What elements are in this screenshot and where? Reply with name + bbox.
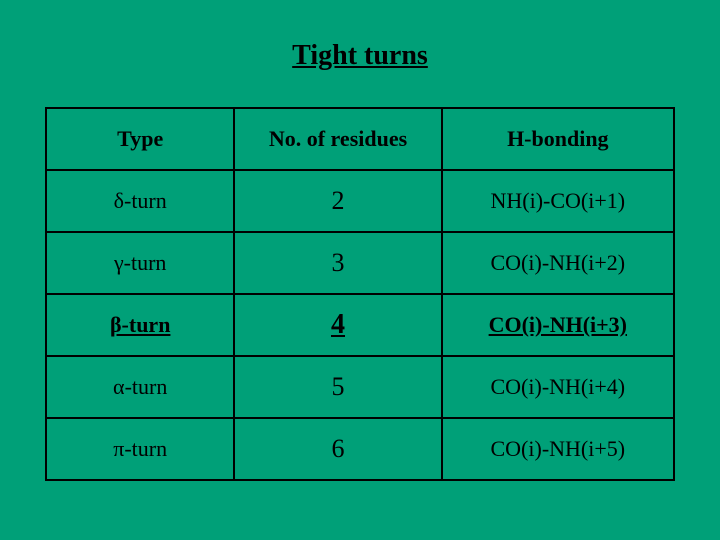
- cell-type: δ-turn: [46, 170, 234, 232]
- col-header-type: Type: [46, 108, 234, 170]
- cell-hbond: CO(i)-NH(i+2): [442, 232, 674, 294]
- table-row-emphasis: β-turn 4 CO(i)-NH(i+3): [46, 294, 674, 356]
- slide-title: Tight turns: [45, 40, 675, 72]
- table-row: α-turn 5 CO(i)-NH(i+4): [46, 356, 674, 418]
- table-header-row: Type No. of residues H-bonding: [46, 108, 674, 170]
- cell-type: α-turn: [46, 356, 234, 418]
- cell-residues: 2: [234, 170, 441, 232]
- cell-hbond: NH(i)-CO(i+1): [442, 170, 674, 232]
- cell-hbond: CO(i)-NH(i+5): [442, 418, 674, 480]
- table-row: π-turn 6 CO(i)-NH(i+5): [46, 418, 674, 480]
- cell-type: β-turn: [46, 294, 234, 356]
- cell-hbond: CO(i)-NH(i+3): [442, 294, 674, 356]
- col-header-residues: No. of residues: [234, 108, 441, 170]
- cell-residues: 3: [234, 232, 441, 294]
- col-header-hbonding: H-bonding: [442, 108, 674, 170]
- cell-residues: 5: [234, 356, 441, 418]
- turns-table: Type No. of residues H-bonding δ-turn 2 …: [45, 107, 675, 481]
- cell-type: γ-turn: [46, 232, 234, 294]
- cell-hbond: CO(i)-NH(i+4): [442, 356, 674, 418]
- table-row: γ-turn 3 CO(i)-NH(i+2): [46, 232, 674, 294]
- cell-residues: 4: [234, 294, 441, 356]
- table-row: δ-turn 2 NH(i)-CO(i+1): [46, 170, 674, 232]
- cell-residues: 6: [234, 418, 441, 480]
- cell-type: π-turn: [46, 418, 234, 480]
- slide: Tight turns Type No. of residues H-bondi…: [0, 0, 720, 540]
